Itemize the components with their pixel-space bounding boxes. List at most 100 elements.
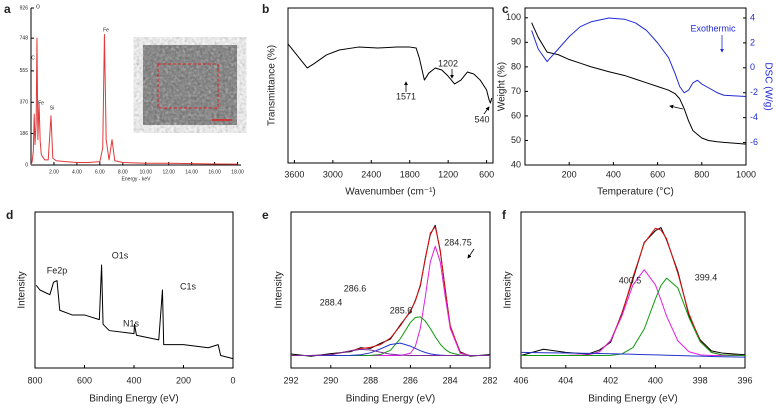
y-tick-label: 60 bbox=[511, 110, 521, 120]
x-tick-label: 288 bbox=[363, 375, 378, 385]
x-tick-label: 8.00 bbox=[118, 169, 128, 175]
x-tick-label: 200 bbox=[562, 169, 577, 179]
plot-frame bbox=[290, 211, 491, 369]
x-tick-label: 10.00 bbox=[139, 169, 152, 175]
panel-label: e bbox=[262, 208, 269, 222]
x-tick-label: 284 bbox=[443, 375, 458, 385]
plot-frame bbox=[287, 7, 494, 164]
x-tick-label: 800 bbox=[694, 169, 709, 179]
annotation: 1571 bbox=[396, 91, 416, 101]
panel-label: d bbox=[6, 208, 13, 222]
annotation: 288.4 bbox=[320, 297, 343, 307]
y-tick-label: 748 bbox=[20, 36, 29, 42]
y-axis-label: Transmittance (%) bbox=[267, 45, 278, 126]
panel-label: a bbox=[4, 2, 11, 16]
x-tick-label: 292 bbox=[283, 375, 298, 385]
arrows bbox=[404, 35, 724, 259]
x-tick-label: 1200 bbox=[438, 169, 458, 179]
data-line bbox=[521, 227, 746, 357]
x-tick-label: 0 bbox=[230, 375, 235, 385]
y-tick-label: 186 bbox=[20, 131, 29, 137]
x-tick-label: 200 bbox=[176, 375, 191, 385]
x-axis-label: Binding Energy (eV) bbox=[588, 394, 678, 405]
x-tick-label: 12.00 bbox=[162, 169, 175, 175]
data-line bbox=[520, 351, 746, 358]
y-tick-label: 40 bbox=[511, 159, 521, 169]
y2-tick-label: 2 bbox=[750, 37, 755, 47]
y-axis-label: Intensity bbox=[17, 271, 28, 308]
y-tick-label: 100 bbox=[506, 12, 521, 22]
annotation: 1202 bbox=[438, 58, 458, 68]
data-line bbox=[291, 316, 491, 357]
x-tick-label: 4.00 bbox=[72, 169, 82, 175]
panel-label: c bbox=[502, 2, 509, 16]
plot-frame bbox=[34, 211, 234, 369]
x-tick-label: 398 bbox=[693, 375, 708, 385]
x-axis-label: Energy - keV bbox=[122, 176, 152, 182]
x-tick-label: 400 bbox=[648, 375, 663, 385]
annotation: Fe bbox=[103, 27, 109, 33]
panel-label: f bbox=[502, 208, 507, 222]
y-tick-label: 926 bbox=[20, 5, 29, 11]
data-line bbox=[30, 33, 238, 166]
annotation: Exothermic bbox=[690, 23, 736, 33]
x-tick-label: 1800 bbox=[400, 169, 420, 179]
data-line bbox=[520, 227, 746, 357]
x-tick-label: 800 bbox=[27, 375, 42, 385]
annotation: Si bbox=[50, 105, 54, 111]
y-axis-label: Weight (%) bbox=[497, 62, 508, 111]
annotation: O1s bbox=[112, 250, 129, 260]
annotation: O bbox=[36, 4, 40, 10]
data-line bbox=[290, 348, 490, 357]
data-line bbox=[35, 264, 234, 360]
x-tick-label: 406 bbox=[513, 375, 528, 385]
y2-tick-label: 0 bbox=[750, 62, 755, 72]
x-axis-label: Wavenumber (cm⁻¹) bbox=[345, 187, 435, 198]
x-tick-label: 2400 bbox=[361, 169, 381, 179]
annotation: Fe2p bbox=[47, 265, 68, 275]
plot-frame bbox=[524, 7, 747, 166]
x-tick-label: 2.00 bbox=[49, 169, 59, 175]
annotation: 400.5 bbox=[619, 275, 642, 285]
data-line bbox=[521, 277, 746, 357]
plot-frame bbox=[520, 211, 746, 369]
x-tick-label: 290 bbox=[323, 375, 338, 385]
x-axis-label: Temperature (°C) bbox=[597, 187, 674, 198]
x-tick-label: 16.00 bbox=[208, 169, 221, 175]
x-tick-label: 402 bbox=[603, 375, 618, 385]
x-tick-label: 404 bbox=[558, 375, 573, 385]
panel-label: b bbox=[262, 2, 269, 16]
annotation: Fe bbox=[38, 100, 44, 106]
y-axis-label: Intensity bbox=[274, 271, 285, 308]
y-tick-label: 50 bbox=[511, 135, 521, 145]
data-line bbox=[531, 22, 747, 145]
y-tick-label: 0 bbox=[25, 162, 28, 168]
x-tick-label: 1000 bbox=[736, 169, 756, 179]
x-axis-label: Binding Energy (eV) bbox=[89, 394, 179, 405]
x-tick-label: 286 bbox=[403, 375, 418, 385]
x-tick-label: 3600 bbox=[284, 169, 304, 179]
x-axis-label: Binding Energy (eV) bbox=[346, 394, 436, 405]
data-line bbox=[531, 17, 747, 97]
x-tick-label: 18.00 bbox=[231, 169, 244, 175]
x-tick-label: 396 bbox=[737, 375, 752, 385]
y2-tick-label: -6 bbox=[750, 137, 758, 147]
y2-axis-label: DSC (W/g) bbox=[762, 62, 773, 110]
y-tick-label: 370 bbox=[20, 100, 29, 106]
y2-tick-label: -2 bbox=[750, 87, 758, 97]
x-tick-label: 3000 bbox=[323, 169, 343, 179]
annotation: 399.4 bbox=[695, 272, 718, 282]
x-tick-label: 6.00 bbox=[95, 169, 105, 175]
y-tick-label: 90 bbox=[511, 37, 521, 47]
annotation: 284.75 bbox=[444, 237, 472, 247]
y-axis-label: Intensity bbox=[503, 271, 514, 308]
x-tick-label: 600 bbox=[650, 169, 665, 179]
x-tick-label: 400 bbox=[126, 375, 141, 385]
annotation: C1s bbox=[180, 281, 197, 291]
x-tick-label: 600 bbox=[77, 375, 92, 385]
annotation: 540 bbox=[474, 114, 489, 124]
data-line bbox=[521, 269, 745, 357]
y-tick-label: 70 bbox=[511, 86, 521, 96]
annotation: 286.6 bbox=[344, 283, 367, 293]
